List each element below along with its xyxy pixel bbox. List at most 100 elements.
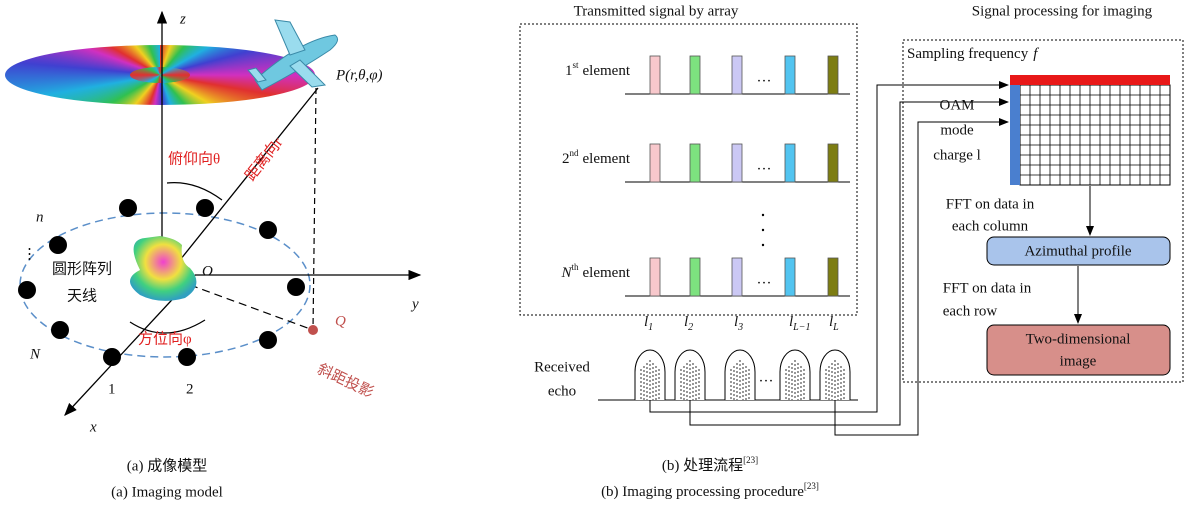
echo-label: l2 [684,314,693,333]
echo-sub: L [832,322,839,333]
slant-projection-label: 斜距投影 [315,361,377,402]
echo-sub: 2 [688,322,693,333]
element-n-label: n [36,209,44,225]
caption-text: (b) Imaging processing procedure [601,484,804,500]
diagram: z y x P(r,θ,φ) O Q 俯仰向θ 距离向r 方位向φ 斜距投影 n… [0,0,1193,517]
x-axis-label: x [89,419,97,435]
origin-label: O [202,263,213,279]
point-q-label: Q [335,313,346,329]
caption-text: (b) 处理流程 [662,457,743,474]
echo-label: lL [829,314,839,333]
echo-label: echo [548,383,576,399]
element-N-label: N [29,346,41,362]
pulse [732,258,742,296]
vertical-dot [762,214,764,216]
pulse [650,144,660,182]
caption: (b) Imaging processing procedure[23] [601,481,819,500]
pulse [828,56,838,94]
panel-title: Signal processing for imaging [972,3,1153,19]
elevation-arc [167,183,222,200]
azimuthal-profile-label: Azimuthal profile [1024,243,1131,259]
imaging-model: z y x P(r,θ,φ) O Q 俯仰向θ 距离向r 方位向φ 斜距投影 n… [18,11,420,500]
array-element [18,281,36,299]
array-element [49,236,67,254]
sampling-text: Sampling frequency [907,46,1029,62]
array-element [51,321,69,339]
pulse [690,258,700,296]
pulse [650,56,660,94]
element-suffix: th [572,262,580,272]
element-word: element [583,151,631,167]
pulse [785,144,795,182]
azimuth-label: 方位向φ [138,330,192,347]
vertical-dot [762,229,764,231]
elevation-label: 俯仰向θ [168,150,220,167]
ellipsis: ··· [759,373,774,389]
echo-label: Received [534,359,590,375]
echo-sub: L−1 [792,322,810,333]
echo-sub: 3 [737,322,743,333]
caption: (a) 成像模型 [127,457,207,474]
pulse [732,56,742,94]
range-label: 距离向r [242,134,286,184]
antenna-pattern [130,236,196,301]
pulse [828,144,838,182]
caption: (a) Imaging model [111,484,223,500]
airplane [248,20,338,90]
pulse [690,144,700,182]
array-element [259,331,277,349]
fft-column-label: FFT on data in [946,196,1035,212]
array-element [103,348,121,366]
fft-row-label: each row [943,303,998,319]
array-element [119,199,137,217]
point-p-label: P(r,θ,φ) [335,67,383,83]
caption: (b) 处理流程[23] [662,455,758,474]
ellipsis: ··· [757,161,772,177]
element-1-label: 1 [108,381,116,397]
echo-label: l3 [734,314,743,333]
y-axis-label: y [410,296,419,312]
projection-line [313,88,316,330]
array-element [196,199,214,217]
echo-label: l1 [644,314,653,333]
oam-label: OAM [939,97,974,113]
pulse [828,258,838,296]
mode-bar [1010,85,1020,185]
sampling-symbol: f [1033,46,1039,62]
fft-column-label: each column [952,218,1029,234]
element-word: element [583,265,631,281]
element-dots: ⋮ [22,246,37,262]
array-element [178,348,196,366]
array-label: 天线 [67,287,97,304]
element-suffix: nd [570,148,580,158]
array-element [259,221,277,239]
pulse [785,56,795,94]
element-index: 1 [565,63,573,79]
panel-title: Transmitted signal by array [574,3,739,19]
caption-ref: [23] [743,455,758,465]
pulse [732,144,742,182]
element-word: element [583,63,631,79]
caption-ref: [23] [804,481,819,491]
array-label: 圆形阵列 [52,260,112,277]
image-label: Two-dimensional [1026,331,1131,347]
range-line [168,88,318,275]
oam-label: charge l [933,147,981,163]
pulse [690,56,700,94]
ellipsis: ··· [757,275,772,291]
pulse [785,258,795,296]
image-label: image [1060,353,1097,369]
element-2-label: 2 [186,381,194,397]
echo-sub: 1 [648,322,653,333]
array-element [287,278,305,296]
point-q [308,325,318,335]
frequency-bar [1010,75,1170,85]
vertical-dot [762,244,764,246]
echo-label: lL−1 [789,314,810,333]
pulse [650,258,660,296]
